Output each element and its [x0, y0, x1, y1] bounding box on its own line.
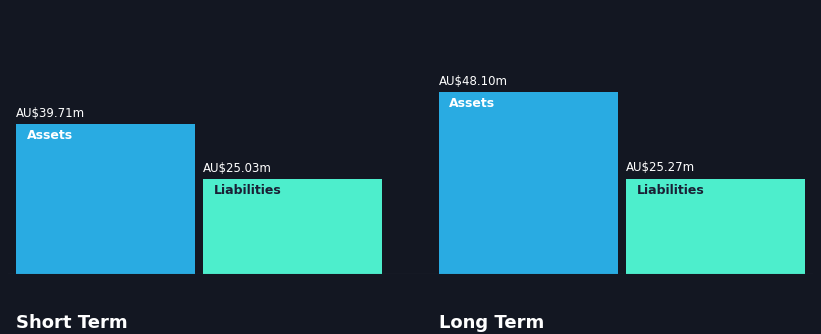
Text: AU$39.71m: AU$39.71m — [16, 107, 85, 120]
Text: Assets: Assets — [27, 129, 73, 142]
Bar — [626, 178, 805, 274]
Text: Long Term: Long Term — [438, 314, 544, 332]
Text: Liabilities: Liabilities — [214, 184, 282, 197]
Bar — [438, 93, 617, 274]
Bar — [204, 179, 383, 274]
Text: AU$25.03m: AU$25.03m — [204, 162, 273, 175]
Text: Short Term: Short Term — [16, 314, 128, 332]
Text: AU$25.27m: AU$25.27m — [626, 161, 695, 174]
Bar — [16, 124, 195, 274]
Text: Liabilities: Liabilities — [636, 183, 704, 196]
Text: Assets: Assets — [449, 98, 496, 110]
Text: AU$48.10m: AU$48.10m — [438, 75, 507, 88]
